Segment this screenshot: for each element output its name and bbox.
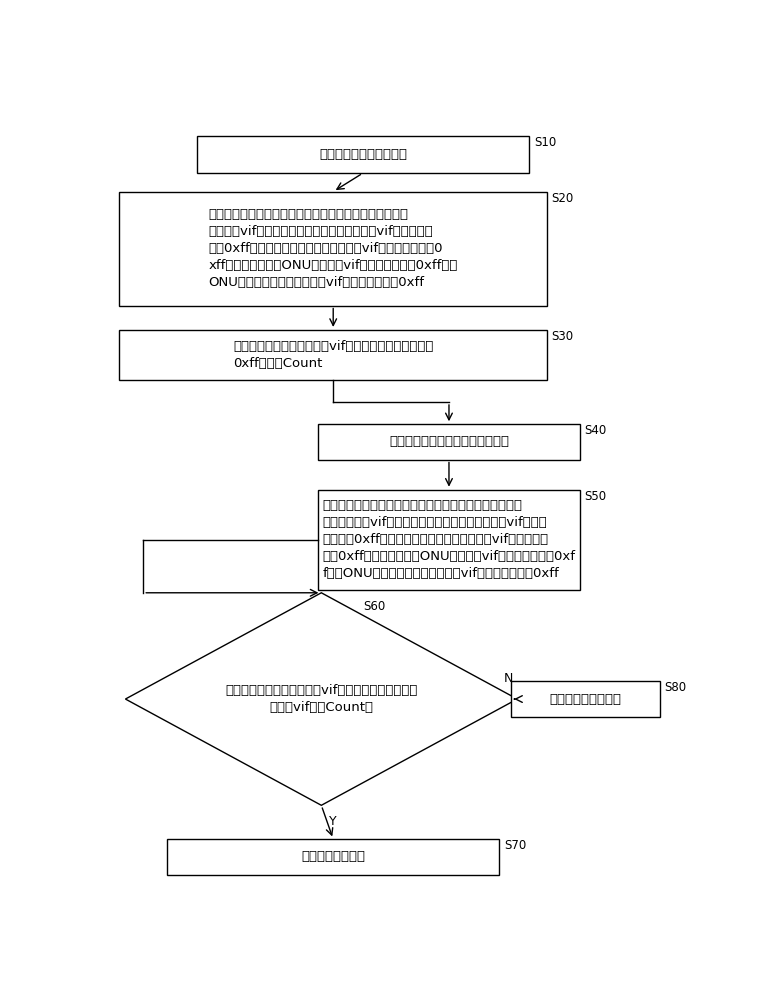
Text: 从所述告警信息中提取告警源，并将其转化为四个字节的
整型变量vif，其中：当所有业务板卡时，所述vif的第四个字
节为0xff；当业务板卡所有端口时，所述vif: 从所述告警信息中提取告警源，并将其转化为四个字节的 整型变量vif，其中：当所有…: [208, 208, 458, 289]
Text: 比较所述告警信息的告警源vif和所述告警屏蔽条目的
告警源vif的前Count位: 比较所述告警信息的告警源vif和所述告警屏蔽条目的 告警源vif的前Count位: [225, 684, 417, 714]
Text: Y: Y: [329, 815, 337, 828]
Polygon shape: [126, 593, 517, 805]
Text: S10: S10: [534, 136, 556, 149]
FancyBboxPatch shape: [119, 192, 547, 306]
Text: 接收资源对象的告警信息: 接收资源对象的告警信息: [319, 148, 407, 161]
Text: S30: S30: [552, 330, 574, 343]
FancyBboxPatch shape: [167, 839, 499, 875]
Text: S70: S70: [504, 839, 526, 852]
Text: 从告警屏蔽表中提取告警屏蔽条目: 从告警屏蔽表中提取告警屏蔽条目: [389, 435, 509, 448]
Text: S80: S80: [664, 681, 686, 694]
FancyBboxPatch shape: [319, 490, 580, 590]
Text: S60: S60: [363, 600, 385, 613]
FancyBboxPatch shape: [119, 330, 547, 380]
Text: 计算所述告警源的整型变量vif中从第四个字节开始不为
0xff的个数Count: 计算所述告警源的整型变量vif中从第四个字节开始不为 0xff的个数Count: [233, 340, 434, 370]
FancyBboxPatch shape: [319, 424, 580, 460]
FancyBboxPatch shape: [512, 681, 660, 717]
Text: S40: S40: [584, 424, 607, 437]
Text: 不屏蔽所述告警信息: 不屏蔽所述告警信息: [549, 693, 621, 706]
Text: N: N: [504, 672, 513, 685]
Text: S50: S50: [584, 490, 607, 503]
Text: 屏蔽所述告警信息: 屏蔽所述告警信息: [301, 850, 365, 863]
Text: S20: S20: [552, 192, 574, 205]
FancyBboxPatch shape: [197, 136, 529, 173]
Text: 提取所述告警屏蔽条目中的告警源，并将其转化为四个字
节的整型变量vif，其中：当所有业务板卡时，所述vif的第四
个字节为0xff；当业务板卡所有端口时，所述v: 提取所述告警屏蔽条目中的告警源，并将其转化为四个字 节的整型变量vif，其中：当…: [322, 499, 575, 580]
